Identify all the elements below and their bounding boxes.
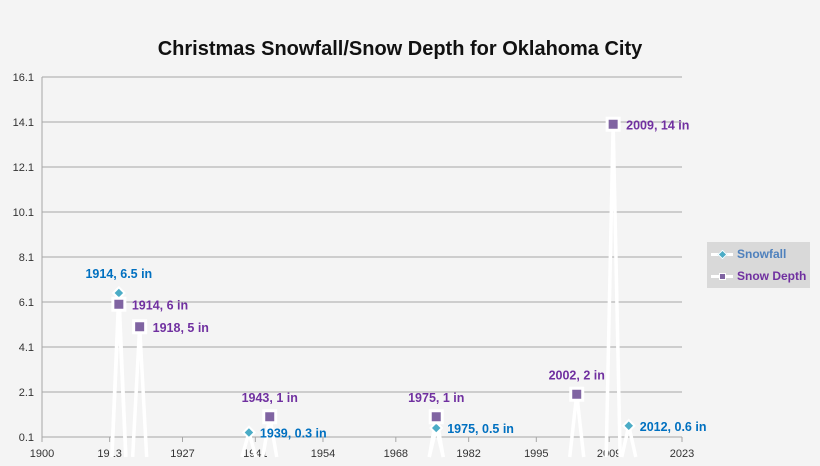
data-label: 1914, 6.5 in	[85, 267, 152, 281]
data-label: 2002, 2 in	[549, 368, 605, 382]
legend-line-snow-depth	[711, 272, 733, 280]
chart-title: Christmas Snowfall/Snow Depth for Oklaho…	[157, 38, 643, 60]
square-marker-icon	[719, 272, 726, 280]
y-tick-label: 10.1	[13, 207, 34, 219]
x-tick-label: 2009	[597, 448, 621, 460]
snow-depth-marker	[132, 319, 148, 335]
legend-item-snowfall: Snowfall	[711, 245, 786, 263]
diamond-marker-icon	[717, 249, 728, 259]
snowfall-marker	[621, 418, 636, 433]
x-tick-label: 2023	[670, 448, 694, 460]
snow-depth-marker	[262, 409, 278, 425]
legend: Snowfall Snow Depth	[707, 242, 810, 288]
y-tick-label: 14.1	[13, 117, 34, 129]
snowfall-marker	[241, 425, 256, 440]
y-tick-label: 4.1	[19, 342, 34, 354]
x-tick-label: 1900	[30, 448, 54, 460]
legend-label-snowfall: Snowfall	[737, 247, 787, 261]
data-label: 2009, 14 in	[626, 118, 689, 132]
y-tick-label: 8.1	[19, 252, 34, 264]
data-label: 1914, 6 in	[132, 298, 188, 312]
series-line-snow-depth	[604, 124, 622, 458]
snow-depth-marker	[111, 296, 127, 312]
snowfall-marker	[429, 420, 444, 436]
legend-line-snowfall	[711, 249, 733, 259]
series-line-snow-depth	[110, 304, 128, 458]
snow-depth-marker	[569, 386, 585, 402]
x-tick-label: 1982	[456, 448, 480, 460]
snow-depth-marker	[428, 409, 444, 425]
data-label: 1918, 5 in	[153, 321, 209, 335]
y-tick-label: 0.1	[19, 432, 34, 444]
legend-item-snow-depth: Snow Depth	[711, 267, 806, 285]
y-tick-label: 16.1	[13, 72, 34, 84]
x-tick-label: 1954	[311, 448, 335, 460]
y-tick-label: 2.1	[19, 387, 34, 399]
y-tick-label: 12.1	[13, 162, 34, 174]
data-label: 1975, 0.5 in	[447, 422, 514, 436]
data-label: 2012, 0.6 in	[640, 420, 707, 434]
legend-label-snow-depth: Snow Depth	[737, 269, 807, 283]
data-label: 1975, 1 in	[408, 391, 464, 405]
snowfall-marker	[111, 285, 126, 301]
x-tick-label: 1927	[170, 448, 194, 460]
series-line-snow-depth	[567, 394, 586, 458]
data-label: 1939, 0.3 in	[260, 427, 327, 441]
x-tick-label: 1995	[524, 448, 548, 460]
y-tick-label: 6.1	[19, 297, 34, 309]
data-label: 1943, 1 in	[242, 391, 298, 405]
x-tick-label: 1913	[97, 448, 121, 460]
x-tick-label: 1968	[384, 448, 408, 460]
snow-depth-marker	[605, 116, 621, 132]
